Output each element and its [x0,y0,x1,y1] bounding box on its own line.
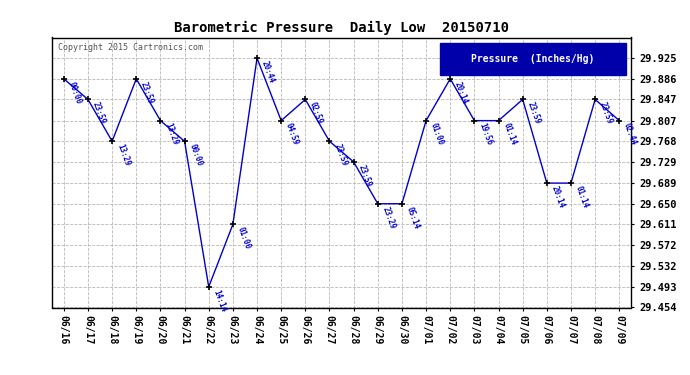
Text: 23:59: 23:59 [526,101,542,126]
Text: 20:44: 20:44 [260,60,276,84]
Text: 13:29: 13:29 [115,142,131,168]
Text: 00:00: 00:00 [67,80,83,105]
FancyBboxPatch shape [440,43,626,75]
Text: 20:14: 20:14 [550,184,566,209]
Text: 20:14: 20:14 [453,80,469,105]
Text: 05:14: 05:14 [405,205,421,230]
Text: Copyright 2015 Cartronics.com: Copyright 2015 Cartronics.com [57,43,203,52]
Text: 23:29: 23:29 [381,205,397,230]
Text: Pressure  (Inches/Hg): Pressure (Inches/Hg) [471,54,595,64]
Text: 01:00: 01:00 [236,226,252,251]
Text: 23:59: 23:59 [598,101,614,126]
Title: Barometric Pressure  Daily Low  20150710: Barometric Pressure Daily Low 20150710 [174,21,509,35]
Text: 02:59: 02:59 [308,101,324,126]
Text: 23:59: 23:59 [333,142,348,168]
Text: 01:14: 01:14 [502,122,518,147]
Text: 23:59: 23:59 [91,101,107,126]
Text: 00:00: 00:00 [188,142,204,168]
Text: 23:59: 23:59 [357,163,373,188]
Text: 02:44: 02:44 [622,122,638,147]
Text: 01:14: 01:14 [574,184,590,209]
Text: 14:14: 14:14 [212,288,228,313]
Text: 19:56: 19:56 [477,122,493,147]
Text: 01:00: 01:00 [429,122,445,147]
Text: 23:59: 23:59 [139,80,155,105]
Text: 04:59: 04:59 [284,122,300,147]
Text: 13:29: 13:29 [164,122,179,147]
